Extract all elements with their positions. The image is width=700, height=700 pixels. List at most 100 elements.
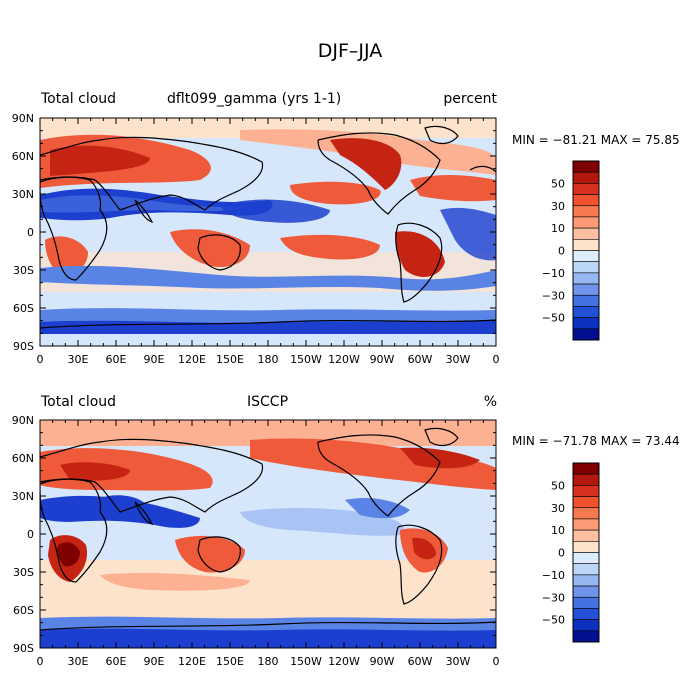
panel-1-colorbar-swatch (572, 227, 600, 240)
panel-1-x-tick-label: 180 (258, 353, 279, 366)
panel-2-x-tick-label: 0 (493, 655, 500, 668)
panel-1-y-tick-label: 0 (27, 226, 34, 239)
panel-1-right-label: percent (443, 91, 497, 107)
panel-2-center-label: ISCCP (247, 394, 289, 410)
figure-title: DJF–JJA (317, 40, 383, 62)
panel-1-colorbar: 50 30 10 0 −10 −30 −50 (542, 160, 600, 341)
panel-2-x-tick-label: 60E (106, 655, 127, 668)
panel-2-x-tick-label: 30W (446, 655, 471, 668)
panel-2-y-tick-label: 60S (13, 604, 34, 617)
panel-1-colorbar-swatch (572, 171, 600, 184)
panel-1-x-tick-label: 120W (328, 353, 360, 366)
panel-2-y-tick-label: 30S (13, 566, 34, 579)
panel-1-colorbar-swatch (572, 205, 600, 218)
panel-1-x-tick-label: 30E (68, 353, 89, 366)
panel-1-x-tick-label: 0 (493, 353, 500, 366)
panel-1-colorbar-swatch (572, 317, 600, 330)
panel-2-colorbar-swatch (572, 541, 600, 553)
panel-1-colorbar-label: −30 (542, 289, 565, 302)
panel-1-colorbar-swatch (572, 306, 600, 318)
panel-2-x-tick-label: 90W (370, 655, 395, 668)
panel-2-x-tick-label: 180 (258, 655, 279, 668)
panel-2-colorbar-swatch (572, 574, 600, 587)
panel-2-colorbar-swatch (572, 462, 600, 475)
panel-2-x-tick-label: 120E (178, 655, 206, 668)
panel-2-colorbar-label: 30 (551, 502, 565, 515)
panel-1-colorbar-label: 0 (558, 245, 565, 258)
panel-1-colorbar-label: −10 (542, 267, 565, 280)
panel-1-colorbar-swatch (572, 283, 600, 296)
panel-1-colorbar-swatch (572, 160, 600, 173)
panel-1-left-label: Total cloud (41, 91, 117, 107)
panel-1-colorbar-swatch (572, 194, 600, 207)
panel-2-right-label: % (483, 394, 497, 410)
panel-1-colorbar-swatch (572, 250, 600, 262)
panel-1-x-tick-label: 150E (216, 353, 244, 366)
panel-2-colorbar-swatch (572, 585, 600, 598)
panel-1-colorbar-swatch (572, 328, 600, 341)
panel-2-colorbar-label: 0 (558, 547, 565, 560)
panel-2-colorbar-swatch (572, 630, 600, 643)
panel-1-colorbar-label: 10 (551, 222, 565, 235)
panel-1-y-tick-label: 30S (13, 264, 34, 277)
panel-2-y-tick-label: 90N (12, 414, 34, 427)
panel-1-stats: MIN = −81.21 MAX = 75.85 (512, 133, 680, 147)
panel-1-y-tick-label: 30N (12, 188, 34, 201)
panel-2-colorbar-swatch (572, 619, 600, 632)
panel-1-x-tick-label: 30W (446, 353, 471, 366)
panel-2-colorbar-swatch (572, 496, 600, 509)
panel-2-stats: MIN = −71.78 MAX = 73.44 (512, 434, 680, 448)
panel-2-axes: 0 30E 60E 90E 120E 150E 180 150W 120W 90W 60W 30W 09… (12, 414, 500, 668)
panel-2-colorbar-frame (572, 462, 600, 643)
panel-2-x-tick-label: 30E (68, 655, 89, 668)
panel-1-colorbar-frame (572, 160, 600, 341)
panel-2-x-tick-label: 60W (408, 655, 433, 668)
panel-2-colorbar-swatch (572, 608, 600, 620)
panel-1-map (40, 118, 496, 346)
panel-2-colorbar-label: −30 (542, 591, 565, 604)
panel-2-x-tick-label: 120W (328, 655, 360, 668)
panel-1-y-tick-label: 60S (13, 302, 34, 315)
panel-1-x-tick-label: 120E (178, 353, 206, 366)
panel-2-colorbar-swatch (572, 507, 600, 520)
panel-1-colorbar-swatch (572, 294, 600, 307)
panel-2-colorbar-label: 10 (551, 524, 565, 537)
panel-2-x-tick-label: 0 (37, 655, 44, 668)
panel-2-x-tick-label: 90E (144, 655, 165, 668)
panel-2-colorbar-swatch (572, 563, 600, 576)
panel-1-colorbar-label: 30 (551, 200, 565, 213)
panel-2-colorbar-label: 50 (551, 479, 565, 492)
panel-1-x-tick-label: 60W (408, 353, 433, 366)
panel-2-colorbar-swatch (572, 552, 600, 564)
panel-1-colorbar-swatch (572, 183, 600, 195)
panel-1-x-tick-label: 0 (37, 353, 44, 366)
panel-2-y-tick-label: 0 (27, 528, 34, 541)
panel-2-colorbar-swatch (572, 485, 600, 497)
panel-1-colorbar-swatch (572, 261, 600, 274)
panel-1-x-tick-label: 90W (370, 353, 395, 366)
panel-2-map (40, 420, 496, 648)
panel-2-colorbar-swatch (572, 529, 600, 542)
panel-2-y-tick-label: 60N (12, 452, 34, 465)
panel-2-y-tick-label: 30N (12, 490, 34, 503)
panel-1-center-label: dflt099_gamma (yrs 1-1) (167, 91, 342, 107)
panel-1-y-tick-label: 90S (13, 340, 34, 353)
panel-2-x-tick-label: 150E (216, 655, 244, 668)
panel-1-x-tick-label: 60E (106, 353, 127, 366)
panel-1-colorbar-swatch (572, 272, 600, 285)
panel-1-axes: 0 30E 60E 90E 120E 150E 180 150W 120W 90W 60W 30W 09… (12, 112, 500, 366)
panel-1-x-tick-label: 150W (290, 353, 322, 366)
panel-2-coastlines (40, 427, 496, 631)
panel-2-y-tick-label: 90S (13, 642, 34, 655)
panel-2-colorbar: 50 30 10 0 −10 −30 −50 (542, 462, 600, 643)
panel-1-coastlines (40, 125, 496, 329)
panel-2-left-label: Total cloud (41, 394, 117, 410)
panel-1-colorbar-label: 50 (551, 177, 565, 190)
panel-2-colorbar-swatch (572, 473, 600, 486)
panel-1-x-tick-label: 90E (144, 353, 165, 366)
panel-1-colorbar-label: −50 (542, 312, 565, 325)
panel-2-colorbar-label: −10 (542, 569, 565, 582)
panel-2-colorbar-label: −50 (542, 614, 565, 627)
panel-1-y-tick-label: 60N (12, 150, 34, 163)
